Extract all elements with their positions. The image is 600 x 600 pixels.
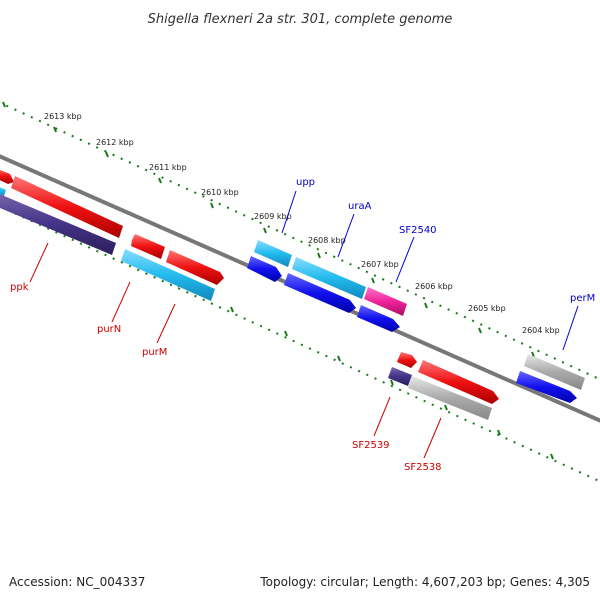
gene-arrow-cyan[interactable] — [121, 249, 215, 301]
gene-features — [0, 168, 585, 420]
kbp-label: 2609 kbp — [254, 212, 292, 221]
gene-label-ppk[interactable]: ppk — [10, 282, 29, 293]
gene-labels: upp uraA SF2540 perM ppk purN purM SF253… — [10, 177, 595, 473]
gene-arrow-red[interactable] — [418, 360, 499, 404]
gene-arrow-blue[interactable] — [357, 305, 400, 332]
outer-tick-track — [0, 101, 600, 381]
topology-summary: Topology: circular; Length: 4,607,203 bp… — [259, 575, 590, 589]
gene-arrow-red[interactable] — [131, 234, 165, 259]
gene-arrow-cyan[interactable] — [292, 257, 366, 299]
kbp-label: 2604 kbp — [522, 326, 560, 335]
kbp-label: 2613 kbp — [44, 112, 82, 121]
kbp-label: 2608 kbp — [308, 236, 346, 245]
kbp-label: 2607 kbp — [361, 260, 399, 269]
gene-label-upp[interactable]: upp — [296, 177, 315, 188]
gene-label-perM[interactable]: perM — [570, 293, 595, 304]
kbp-labels: 2613 kbp 2612 kbp 2611 kbp 2610 kbp 2609… — [44, 112, 560, 335]
gene-label-SF2540[interactable]: SF2540 — [399, 225, 437, 236]
gene-arrow-purple[interactable] — [388, 367, 412, 386]
kbp-label: 2611 kbp — [149, 163, 187, 172]
gene-arrow-purple[interactable] — [0, 193, 116, 255]
outer-major-ticks — [2, 101, 535, 358]
gene-arrow-gray[interactable] — [524, 354, 585, 390]
gene-label-uraA[interactable]: uraA — [348, 201, 372, 212]
kbp-label: 2610 kbp — [201, 188, 239, 197]
gene-arrow-magenta[interactable] — [364, 287, 407, 316]
gene-arrow-blue[interactable] — [284, 273, 356, 313]
gene-arrow-cyan[interactable] — [0, 185, 6, 196]
gene-label-purM[interactable]: purM — [142, 347, 167, 358]
gene-arrow-gray[interactable] — [408, 376, 492, 420]
label-connectors — [29, 190, 579, 459]
genome-title: Shigella flexneri 2a str. 301, complete … — [148, 12, 453, 27]
gene-arrow-cyan[interactable] — [254, 240, 292, 267]
gene-label-SF2539[interactable]: SF2539 — [352, 440, 390, 451]
gene-arrow-blue[interactable] — [247, 256, 282, 282]
gene-label-purN[interactable]: purN — [97, 324, 121, 335]
gene-arrow-red[interactable] — [11, 176, 123, 238]
kbp-label: 2612 kbp — [96, 138, 134, 147]
accession-text: Accession: NC_004337 — [9, 575, 145, 589]
kbp-label: 2606 kbp — [415, 282, 453, 291]
gene-arrow-red[interactable] — [0, 168, 14, 184]
inner-tick-track — [0, 205, 600, 483]
gene-arrow-red[interactable] — [166, 250, 224, 285]
gene-label-SF2538[interactable]: SF2538 — [404, 462, 442, 473]
kbp-label: 2605 kbp — [468, 304, 506, 313]
gene-arrow-red[interactable] — [397, 352, 417, 368]
gene-arrow-blue[interactable] — [516, 371, 577, 403]
